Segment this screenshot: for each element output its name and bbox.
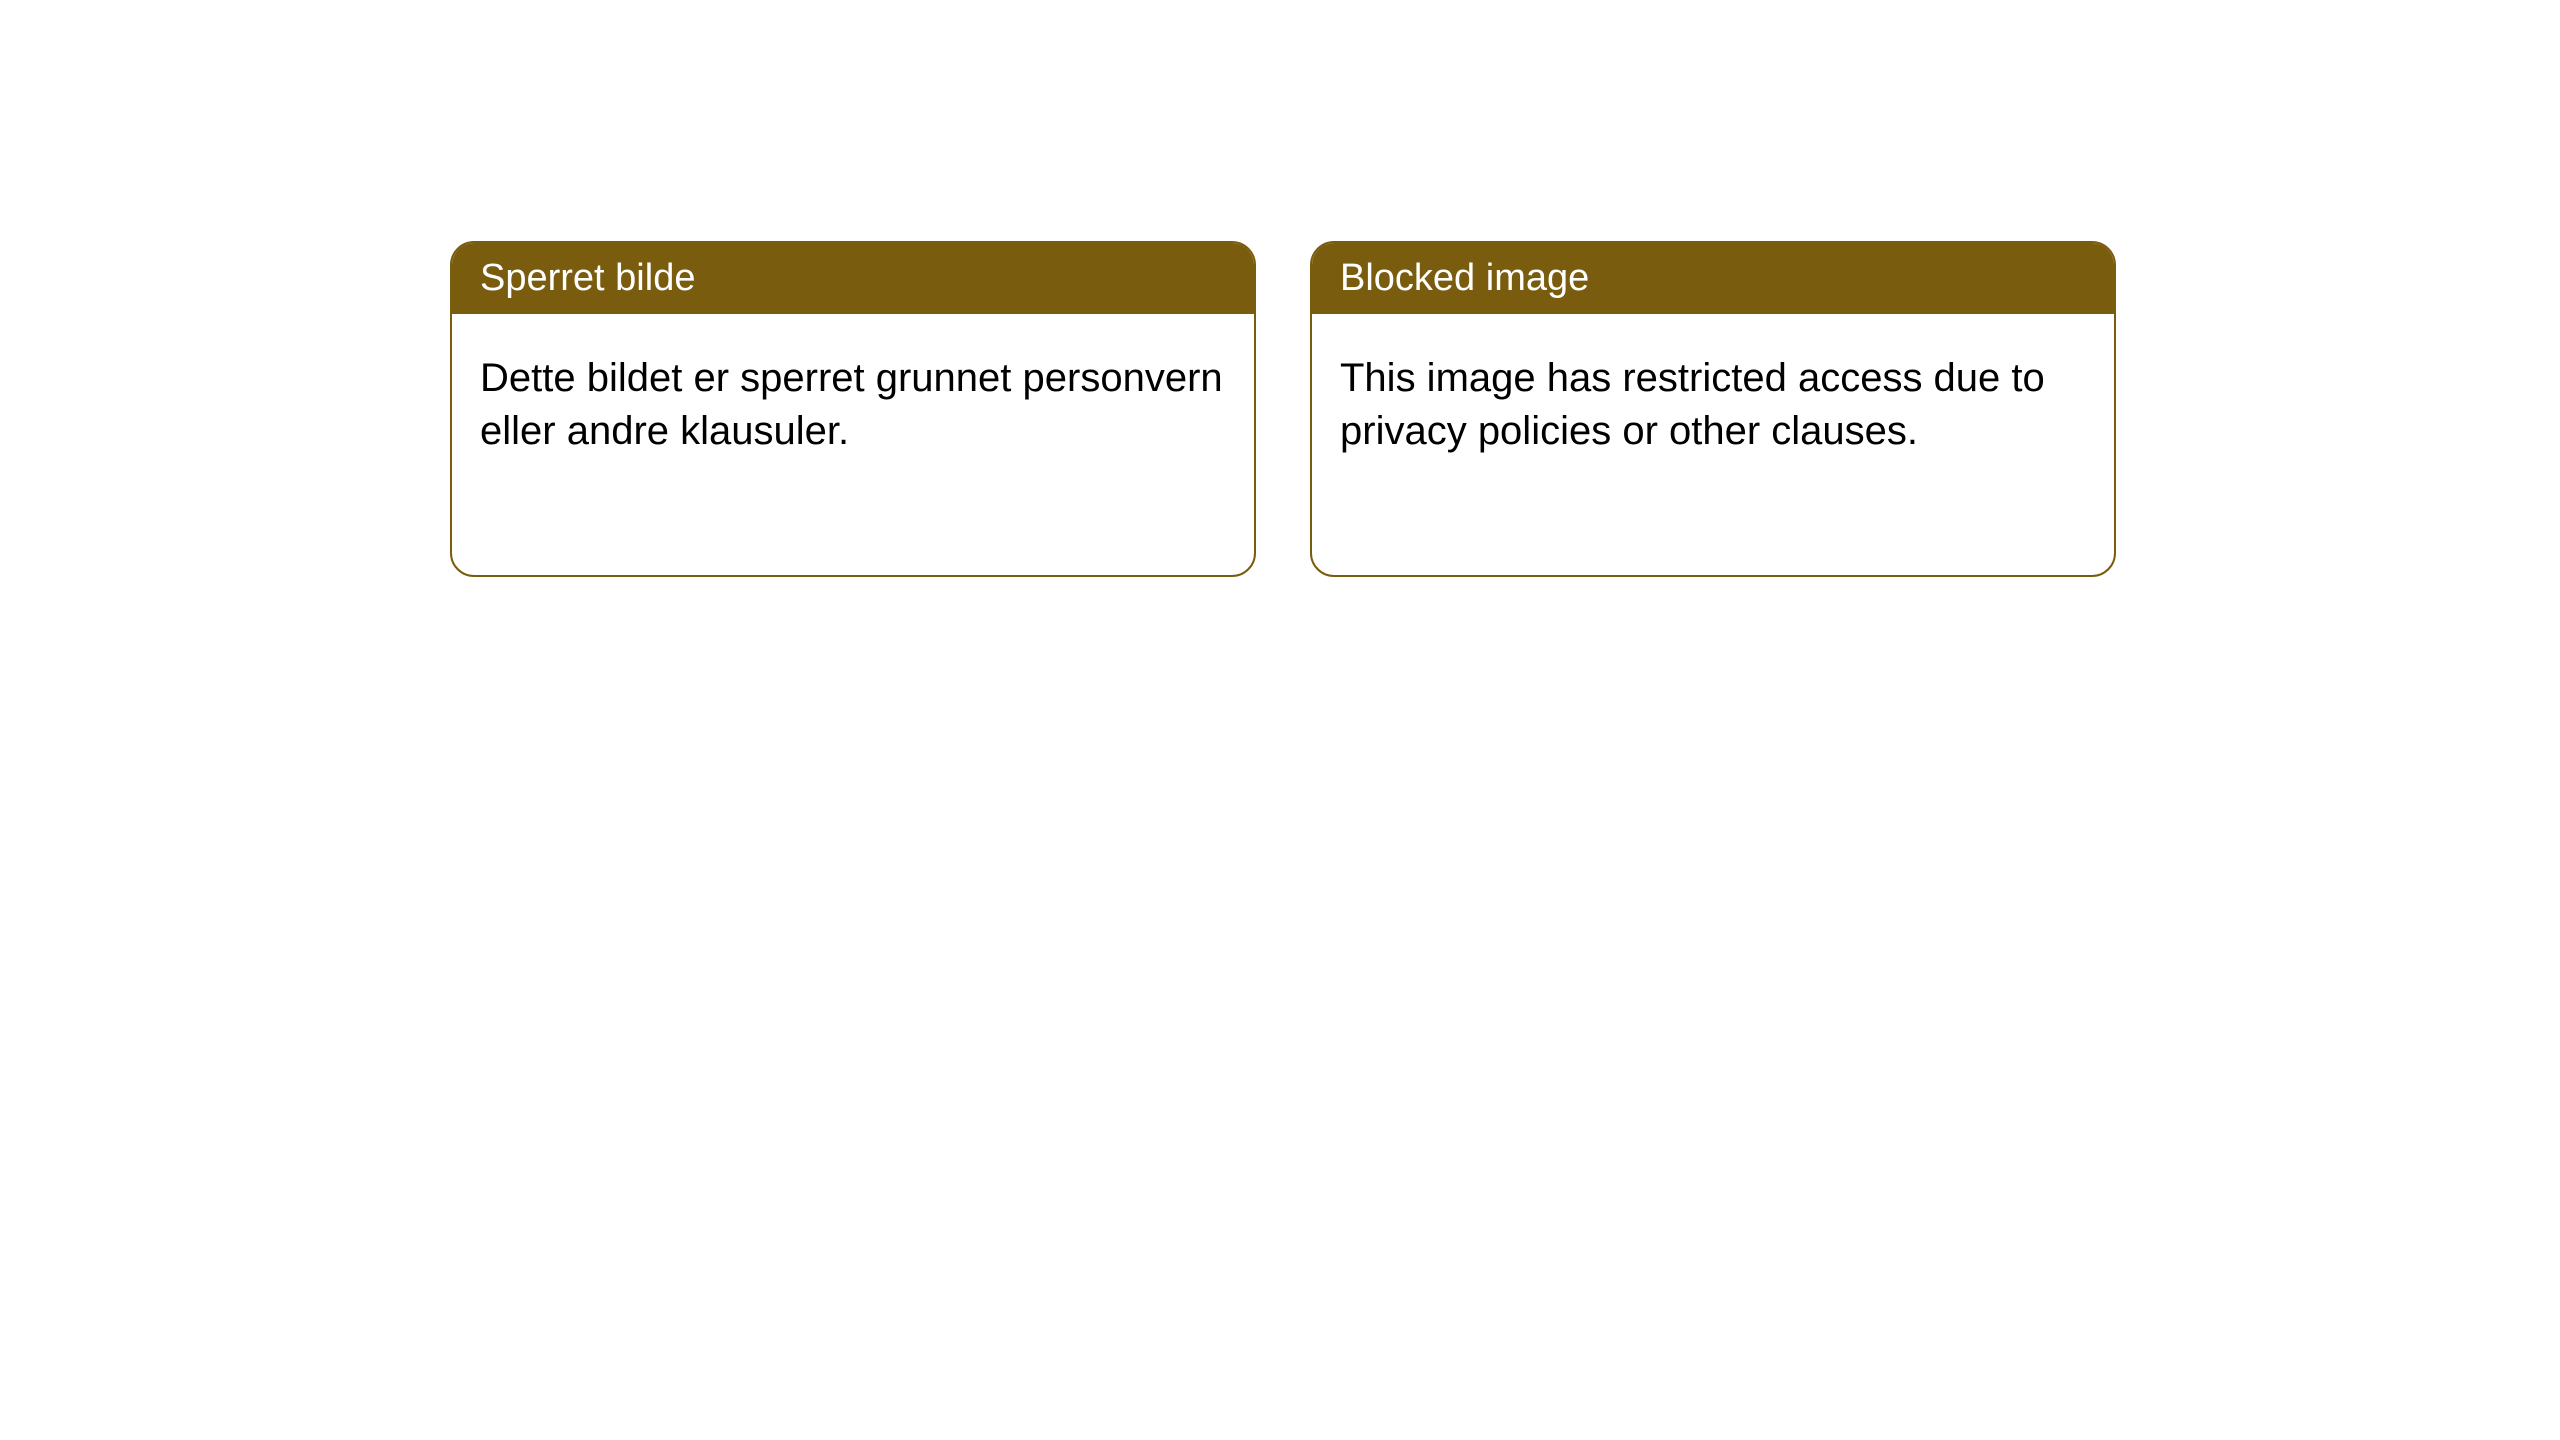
notice-body-text: Dette bildet er sperret grunnet personve…: [480, 356, 1223, 453]
notice-body-text: This image has restricted access due to …: [1340, 356, 2045, 453]
notice-card-english: Blocked image This image has restricted …: [1310, 241, 2116, 577]
notice-container: Sperret bilde Dette bildet er sperret gr…: [0, 0, 2560, 577]
notice-header: Blocked image: [1312, 243, 2114, 314]
notice-body: Dette bildet er sperret grunnet personve…: [452, 314, 1254, 496]
notice-title: Sperret bilde: [480, 257, 695, 299]
notice-body: This image has restricted access due to …: [1312, 314, 2114, 496]
notice-title: Blocked image: [1340, 257, 1589, 299]
notice-header: Sperret bilde: [452, 243, 1254, 314]
notice-card-norwegian: Sperret bilde Dette bildet er sperret gr…: [450, 241, 1256, 577]
